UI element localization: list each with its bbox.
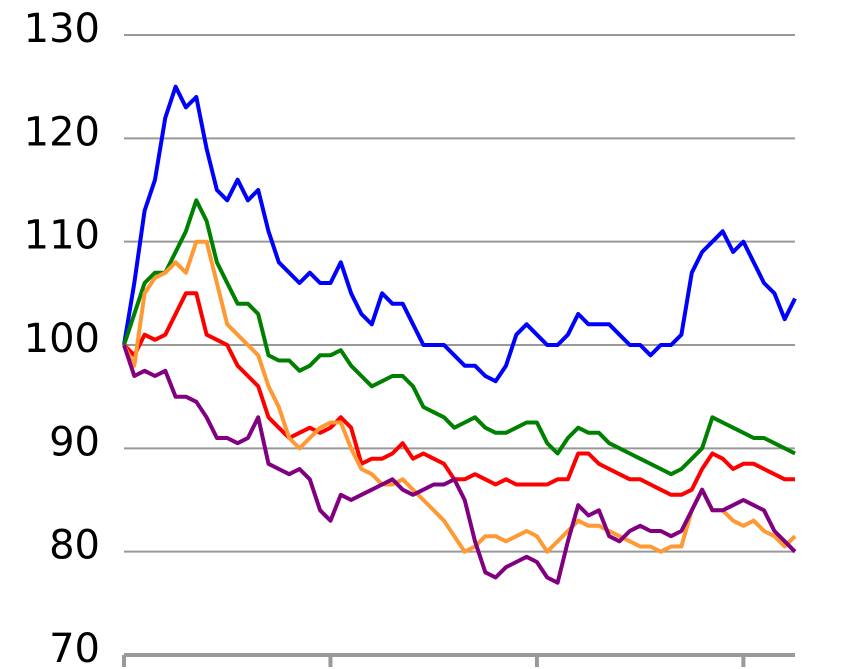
- y-tick-label: 90: [49, 419, 100, 465]
- y-tick-label: 110: [24, 213, 100, 259]
- series-line: [122, 344, 797, 585]
- series-line: [122, 84, 797, 384]
- y-tick-label: 70: [49, 626, 100, 669]
- series-line: [122, 291, 795, 497]
- y-tick-label: 120: [24, 109, 100, 155]
- y-tick-label: 80: [49, 523, 100, 569]
- series-line: [122, 198, 796, 477]
- series-line: [122, 239, 797, 554]
- y-tick-label: 100: [24, 316, 100, 362]
- y-tick-label: 130: [24, 6, 100, 52]
